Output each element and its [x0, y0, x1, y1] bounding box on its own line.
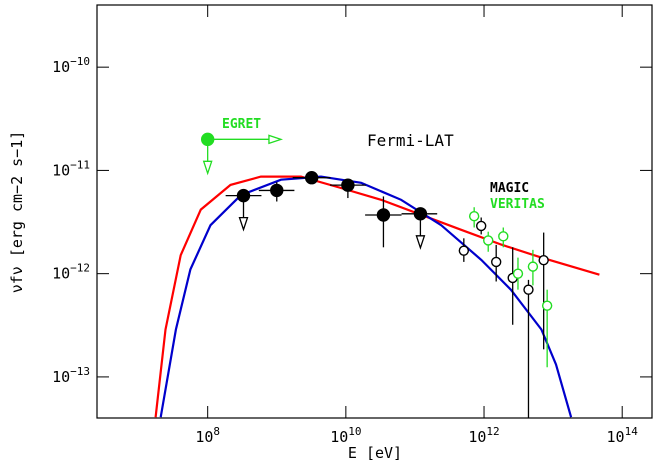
data-point-group	[475, 217, 487, 235]
plot-area	[154, 132, 600, 418]
data-point-group	[330, 178, 366, 199]
data-point-group	[498, 227, 509, 248]
data-point-group	[200, 132, 284, 176]
data-point-group	[490, 244, 502, 282]
x-tick-label: 108	[195, 425, 220, 446]
plot-frame	[96, 4, 653, 419]
data-point	[376, 208, 391, 222]
y-tick-label: 10−12	[52, 262, 90, 283]
data-point	[498, 231, 509, 242]
data-point-group	[538, 232, 549, 350]
data-point	[541, 300, 553, 311]
series-label: MAGIC	[490, 181, 529, 196]
data-point-group	[468, 207, 480, 228]
x-tick-label: 1010	[330, 425, 361, 446]
x-axis-title: E [eV]	[348, 444, 402, 462]
data-point-group	[507, 247, 518, 325]
data-point-group	[483, 231, 494, 252]
data-point	[483, 235, 494, 246]
y-axis-title: νfν [erg cm−2 s−1]	[8, 131, 26, 294]
x-tick-label: 1014	[607, 425, 639, 446]
data-point-group	[258, 182, 295, 202]
data-point	[413, 207, 428, 221]
data-point	[304, 171, 319, 185]
data-point	[270, 183, 284, 198]
y-tick-label: 10−11	[52, 158, 90, 179]
data-point	[527, 261, 539, 272]
data-point-group	[527, 249, 539, 286]
model-curve	[159, 175, 573, 418]
series-label: Fermi-LAT	[367, 131, 454, 150]
y-tick-label: 10−10	[52, 55, 90, 76]
y-tick-label: 10−13	[52, 365, 90, 386]
data-point	[475, 220, 487, 232]
data-point	[523, 284, 534, 295]
series-label: EGRET	[222, 117, 261, 132]
data-point-group	[225, 188, 262, 232]
data-point	[236, 188, 251, 203]
data-point	[458, 245, 470, 256]
range-arrow	[207, 134, 284, 145]
data-point	[468, 211, 480, 222]
data-point	[200, 132, 215, 147]
data-point-group	[458, 238, 470, 262]
x-tick-label: 1012	[468, 425, 499, 446]
data-point	[538, 255, 549, 266]
model-curve	[154, 175, 600, 418]
data-point-group	[292, 171, 331, 185]
series-label: VERITAS	[490, 197, 545, 212]
data-point-group	[523, 279, 534, 418]
data-point	[341, 178, 355, 192]
data-point	[490, 256, 502, 268]
data-point-group	[401, 207, 438, 250]
data-point	[512, 268, 524, 279]
data-point-group	[365, 196, 402, 248]
data-point-group	[512, 257, 524, 290]
data-point-group	[541, 289, 553, 368]
